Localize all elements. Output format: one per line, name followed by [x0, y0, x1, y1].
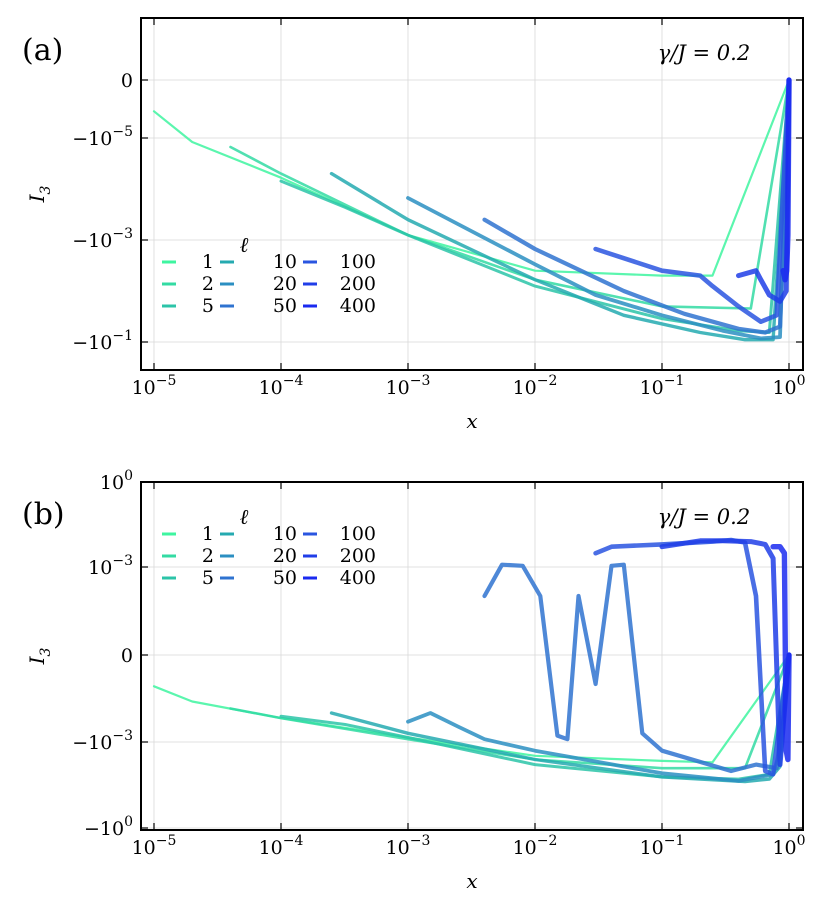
x-tick-label: 10−4: [259, 833, 304, 859]
legend-item-10: 10: [273, 523, 317, 545]
legend-label: 400: [340, 567, 376, 589]
legend-label: 20: [273, 545, 297, 567]
series-line-1: [152, 78, 791, 277]
legend-item-100: 100: [340, 251, 376, 273]
panel-label: (b): [22, 497, 65, 532]
legend-item-200: 200: [340, 545, 376, 567]
legend-label: 200: [340, 273, 376, 295]
plot-frame: [140, 481, 804, 831]
legend-label: 10: [273, 251, 297, 273]
x-tick-label: 10−3: [386, 833, 431, 859]
legend-label: 1: [202, 251, 214, 273]
series-line-400: [780, 77, 792, 283]
x-tick-label: 10−2: [513, 373, 558, 399]
y-axis-label: I3: [25, 186, 54, 204]
legend-label: 20: [273, 273, 297, 295]
legend-label: 50: [273, 295, 297, 317]
legend-item-20: 20: [273, 545, 317, 567]
series-group: [152, 77, 792, 342]
x-tick-label: 100: [772, 833, 805, 859]
x-axis-label: x: [466, 409, 477, 433]
panel-label: (a): [22, 33, 63, 68]
x-tick-label: 10−1: [640, 373, 685, 399]
legend-label: 2: [202, 545, 214, 567]
series-line-100: [593, 77, 792, 324]
y-axis-label: I3: [25, 648, 54, 666]
series-line-10: [329, 78, 791, 342]
legend-item-400: 400: [340, 295, 376, 317]
legend-item-400: 400: [340, 567, 376, 589]
x-tick-label: 10−5: [132, 833, 177, 859]
legend-item-2: 2: [162, 273, 234, 295]
series-line-200: [659, 538, 792, 768]
y-tick-label: −10−5: [72, 124, 133, 150]
annotation: γ/J = 0.2: [658, 41, 750, 65]
legend-item-200: 200: [340, 273, 376, 295]
legend-item-5: 5: [162, 567, 234, 589]
legend-item-5: 5: [162, 295, 234, 317]
x-tick-label: 10−1: [640, 833, 685, 859]
legend-label: 5: [202, 567, 214, 589]
y-tick-label: −100: [84, 814, 133, 840]
panel-b: 10−5 10−4 10−3 10−2 10−1 100 100 10−3 0 −10−3 −100…: [22, 468, 806, 893]
y-tick-label: 100: [100, 468, 133, 494]
series-line-50: [482, 562, 792, 774]
legend-label: 100: [340, 251, 376, 273]
legend-label: 50: [273, 567, 297, 589]
legend-label: 400: [340, 295, 376, 317]
x-tick-label: 10−2: [513, 833, 558, 859]
y-tick-label: −10−1: [72, 328, 133, 354]
legend-item-1: 1: [162, 523, 234, 545]
legend-label: 10: [273, 523, 297, 545]
legend-title: ℓ: [240, 505, 249, 529]
legend-label: 200: [340, 545, 376, 567]
panel-a: 10−5 10−4 10−3 10−2 10−1 100 0 −10−5 −10−3 −10−1 x…: [22, 17, 806, 433]
x-tick-label: 10−4: [259, 373, 304, 399]
plot-frame: [140, 17, 804, 371]
legend-label: 1: [202, 523, 214, 545]
series-line-50: [482, 77, 792, 335]
legend-item-2: 2: [162, 545, 234, 567]
y-tick-label: −10−3: [72, 226, 133, 252]
series-line-20: [406, 78, 791, 341]
legend-item-10: 10: [273, 251, 317, 273]
x-tick-label: 10−5: [132, 373, 177, 399]
legend-item-50: 50: [273, 567, 317, 589]
legend-label: 5: [202, 295, 214, 317]
annotation: γ/J = 0.2: [658, 505, 750, 529]
x-tick-label: 100: [772, 373, 805, 399]
series-line-200: [736, 77, 792, 304]
y-tick-label: 10−3: [88, 553, 133, 579]
legend-title: ℓ: [240, 233, 249, 257]
x-tick-label: 10−3: [386, 373, 431, 399]
series-group: [152, 537, 792, 784]
legend-label: 2: [202, 273, 214, 295]
y-tick-label: −10−3: [72, 728, 133, 754]
y-tick-label: 0: [121, 645, 133, 667]
legend-item-50: 50: [273, 295, 317, 317]
legend-label: 100: [340, 523, 376, 545]
series-line-10: [329, 653, 791, 784]
legend-item-100: 100: [340, 523, 376, 545]
series-line-400: [770, 544, 792, 763]
legend-item-20: 20: [273, 273, 317, 295]
legend-item-1: 1: [162, 251, 234, 273]
x-axis-label: x: [466, 869, 477, 893]
y-tick-label: 0: [121, 70, 133, 92]
